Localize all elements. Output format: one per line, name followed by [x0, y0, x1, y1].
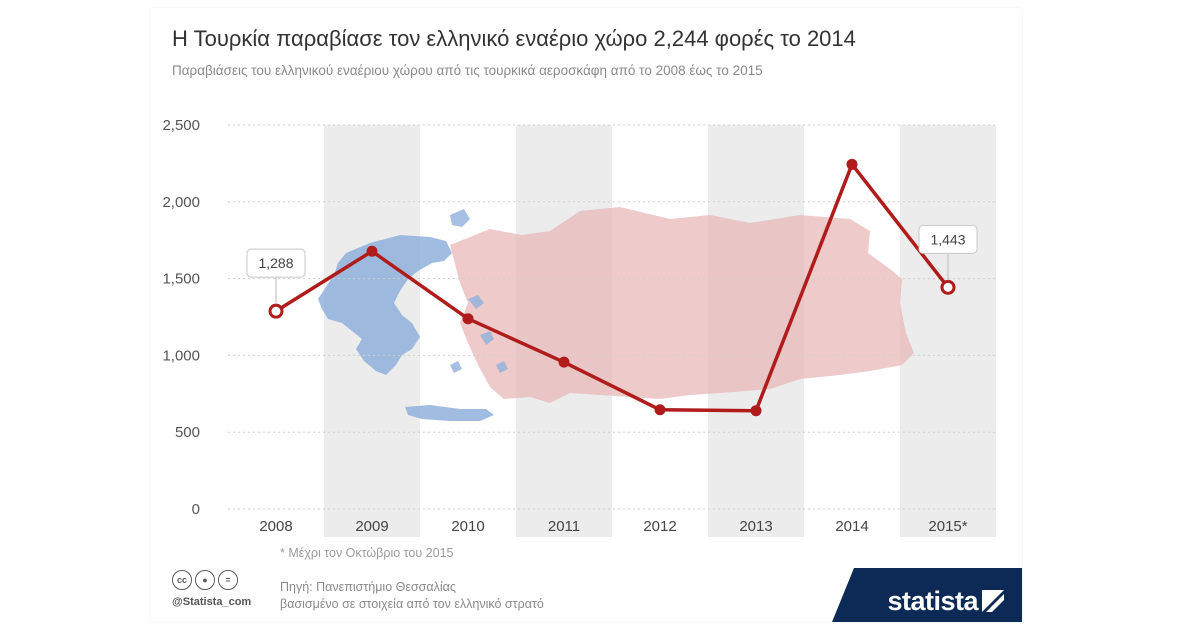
data-point[interactable]: [750, 405, 762, 417]
infographic-card: Η Τουρκία παραβίασε τον ελληνικό εναέριο…: [150, 8, 1022, 622]
source-line-1: Πηγή: Πανεπιστήμιο Θεσσαλίας: [280, 580, 456, 594]
data-label-box: [246, 248, 306, 278]
brand-bar: [832, 568, 1022, 622]
license-block: cc ● = @Statista_com: [172, 570, 272, 608]
x-tick-label: 2015*: [928, 518, 967, 535]
data-label: 1,443: [930, 231, 965, 247]
source-line-2: βασισμένο σε στοιχεία από τον ελληνικό σ…: [280, 597, 544, 611]
data-point[interactable]: [558, 356, 570, 368]
column-band: [900, 125, 996, 537]
crete-map-shape: [405, 405, 494, 421]
data-point[interactable]: [366, 245, 378, 257]
x-tick-label: 2008: [259, 518, 292, 535]
x-tick-label: 2010: [451, 518, 484, 535]
line-chart: 0 500 1,000 1,500 2,000 2,500 2008 2009 2010 201…: [162, 117, 996, 537]
series-line: [268, 158, 956, 417]
x-tick-label: 2012: [643, 518, 676, 535]
statista-logo-icon[interactable]: [982, 590, 1004, 612]
data-label: 1,288: [258, 255, 293, 271]
footnote: * Μέχρι τον Οκτώβριο του 2015: [280, 546, 454, 560]
brand-bar-shape: [832, 568, 1022, 622]
y-tick-label: 2,500: [162, 117, 200, 134]
data-point[interactable]: [268, 303, 284, 319]
greece-map-shape: [318, 235, 452, 375]
data-label-box: [918, 224, 978, 254]
creative-commons-icon[interactable]: cc: [172, 570, 192, 590]
x-tick-label: 2013: [739, 518, 772, 535]
data-point[interactable]: [846, 158, 858, 170]
attribution-icon[interactable]: ●: [195, 570, 215, 590]
data-point[interactable]: [462, 313, 474, 325]
y-tick-label: 500: [175, 424, 200, 441]
x-tick-label: 2009: [355, 518, 388, 535]
source-note: Πηγή: Πανεπιστήμιο Θεσσαλίας βασισμένο σ…: [280, 579, 544, 613]
data-labels: 1,288 1,443: [246, 224, 978, 305]
no-derivatives-icon[interactable]: =: [218, 570, 238, 590]
turkey-map-shape: [450, 207, 914, 403]
x-tick-label: 2011: [548, 518, 580, 535]
y-tick-label: 1,500: [162, 271, 200, 288]
x-axis: 2008 2009 2010 2011 2012 2013 2014 2015*: [259, 518, 967, 535]
y-axis: 0 500 1,000 1,500 2,000 2,500: [162, 117, 200, 518]
y-tick-label: 2,000: [162, 194, 200, 211]
x-tick-label: 2014: [835, 518, 868, 535]
series-polyline: [275, 162, 950, 413]
data-point[interactable]: [654, 404, 666, 416]
chart-subtitle: Παραβιάσεις του ελληνικού εναέριου χώρου…: [172, 63, 763, 78]
license-icons: cc ● =: [172, 570, 272, 590]
gridlines: [228, 124, 996, 510]
data-point[interactable]: [940, 279, 956, 295]
background-map: [318, 207, 914, 421]
twitter-handle[interactable]: @Statista_com: [172, 596, 252, 608]
aegean-islands-map-shape: [450, 209, 508, 373]
y-tick-label: 1,000: [162, 347, 200, 364]
chart-title: Η Τουρκία παραβίασε τον ελληνικό εναέριο…: [172, 26, 856, 51]
statista-logo[interactable]: statista: [887, 586, 978, 616]
y-tick-label: 0: [192, 501, 200, 518]
